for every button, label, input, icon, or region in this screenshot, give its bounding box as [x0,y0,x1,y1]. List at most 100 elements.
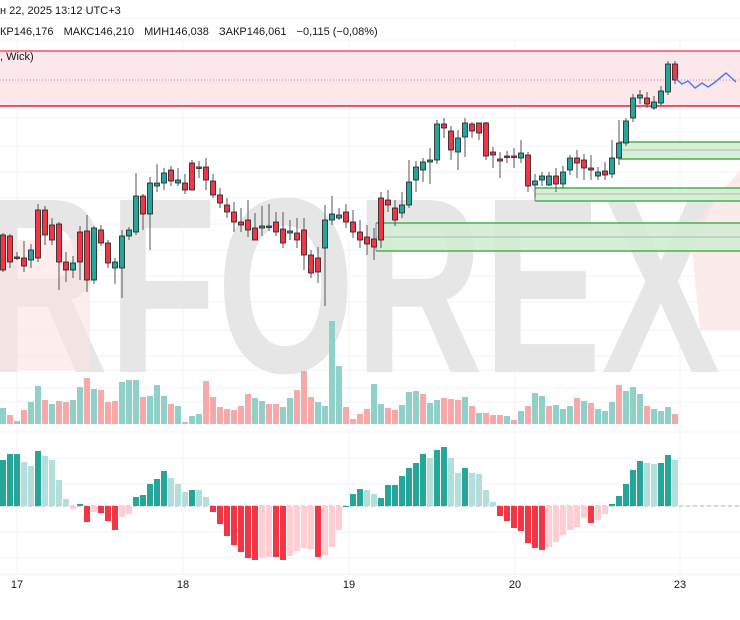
volume-bar [462,397,468,424]
timestamp-label: н 22, 2025 13:12 UTC+3 [0,5,121,17]
candle-bear [21,257,27,267]
histogram-bar [602,506,608,514]
candle-bear [392,207,398,221]
candle-bull [406,181,412,206]
x-tick-17: 17 [10,579,24,591]
candle-bear [364,236,370,245]
candle-bull [455,137,461,153]
volume-bar [245,394,251,424]
histogram-bar [420,454,426,506]
candle-bear [497,158,503,162]
histogram-bar [133,497,139,506]
histogram-bar [448,458,454,506]
candle-bull [434,123,440,161]
volume-bar [140,397,146,424]
candle-bear [378,197,384,241]
histogram-bar [350,494,356,506]
histogram-bar [616,496,622,506]
candle-bear [280,228,286,244]
histogram-bar [392,485,398,506]
histogram-bar [35,451,41,506]
volume-bar [266,404,272,424]
candle-bear [490,151,496,156]
volume-bar [483,413,489,424]
candle-bull [630,97,636,119]
candle-bear [371,238,377,248]
candle-bear [350,221,356,233]
histogram-bar [658,463,664,506]
candle-bull [609,157,615,175]
volume-bar [14,421,20,424]
volume-bar [623,391,629,424]
candle-bear [315,257,321,273]
volume-bar [147,396,153,424]
candle-bear [644,97,650,105]
volume-bar [56,401,62,424]
candle-bear [511,155,517,158]
histogram-bar [217,506,223,524]
histogram-bar [357,489,363,506]
candle-bear [273,221,279,233]
candle-bear [588,167,594,171]
volume-bar [469,406,475,424]
histogram-bar [665,455,671,506]
histogram-bar [63,499,69,506]
close-value: ЗАКР146,061 [218,26,287,38]
candle-bear [105,242,111,264]
candle-bull [196,166,202,169]
histogram-bar [469,473,475,506]
volume-bar [357,414,363,424]
volume-bar [70,400,76,424]
candle-bear [441,123,447,129]
candle-bear [581,159,587,169]
candle-bear [294,232,300,241]
volume-bar [553,405,559,424]
candle-bull [595,171,601,177]
volume-bar [490,415,496,424]
histogram-bar [245,506,251,558]
candle-bear [140,195,146,215]
high-value: МАКС146,210 [63,26,135,38]
volume-bar [49,404,55,424]
time-axis[interactable]: 17 18 19 20 23 [0,574,740,597]
volume-bar [672,414,678,424]
volume-bar [378,404,384,424]
volume-bar [343,407,349,424]
histogram-bar [224,506,230,536]
candle-bear [602,170,608,176]
volume-bar [329,321,335,424]
candle-bear [49,224,55,241]
volume-bar [336,366,342,424]
volume-bar [210,397,216,424]
candle-bull [462,122,468,138]
candle-bull [518,152,524,159]
candle-bull [154,182,160,187]
support-zone [535,188,740,201]
candle-bear [182,182,188,191]
histogram-bar [504,506,510,521]
volume-bar [301,371,307,424]
volume-bar [511,420,517,424]
ohlc-legend: КР146,176 МАКС146,210 МИН146,038 ЗАКР146… [0,26,385,38]
low-value: МИН146,038 [144,26,209,38]
histogram-bar [196,490,202,506]
candle-bear [63,261,69,271]
candle-bull [413,166,419,181]
histogram-bar [105,506,111,521]
resistance-zone [0,51,740,106]
volume-bar [637,394,643,424]
volume-bar [588,403,594,424]
candle-bear [553,175,559,185]
histogram-bar [14,454,20,506]
candle-bull [616,142,622,159]
histogram-bar [280,506,286,560]
volume-bar [224,409,230,424]
histogram-bar [49,460,55,506]
candle-bull [560,171,566,185]
volume-bar [560,409,566,424]
volume-bar [0,408,6,424]
volume-bar [105,402,111,424]
volume-bar [350,419,356,424]
histogram-bar [315,506,321,557]
